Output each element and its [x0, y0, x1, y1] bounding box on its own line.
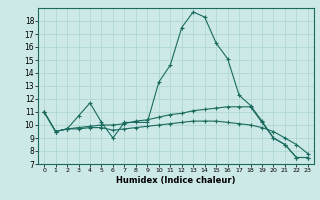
X-axis label: Humidex (Indice chaleur): Humidex (Indice chaleur) [116, 176, 236, 185]
